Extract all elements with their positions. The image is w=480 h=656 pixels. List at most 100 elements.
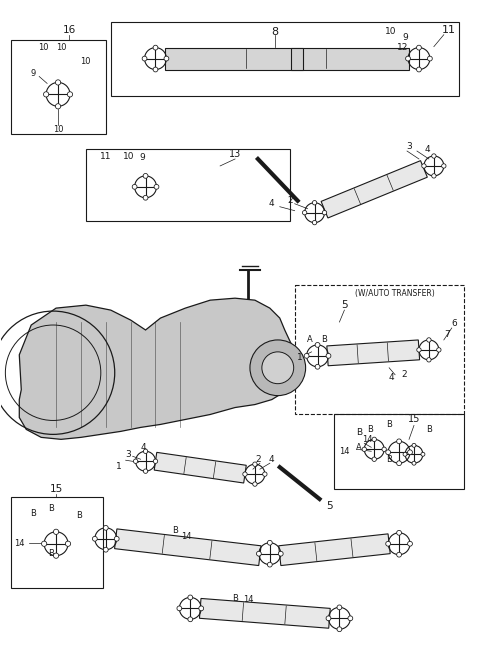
Circle shape [442, 164, 446, 168]
Circle shape [417, 67, 421, 72]
Text: B: B [426, 425, 432, 434]
Text: 14: 14 [181, 532, 192, 541]
Text: 3: 3 [406, 142, 412, 151]
Text: B: B [172, 526, 178, 535]
Text: 16: 16 [62, 25, 76, 35]
Text: 2: 2 [287, 196, 292, 205]
Bar [12, 39, 106, 134]
Text: 14: 14 [339, 447, 349, 456]
Text: (W/AUTO TRANSFER): (W/AUTO TRANSFER) [355, 289, 435, 298]
Circle shape [41, 541, 47, 546]
Text: 4: 4 [269, 455, 275, 464]
Circle shape [427, 358, 431, 362]
Circle shape [412, 461, 416, 465]
Text: 10: 10 [53, 125, 63, 134]
Circle shape [421, 452, 425, 456]
Polygon shape [166, 48, 409, 70]
Circle shape [53, 553, 59, 558]
Text: 14: 14 [14, 539, 24, 548]
Text: 5: 5 [326, 501, 333, 511]
Text: 5: 5 [341, 300, 348, 310]
Circle shape [382, 447, 386, 451]
Circle shape [55, 80, 60, 85]
Circle shape [188, 595, 192, 600]
Circle shape [93, 537, 97, 541]
Text: B: B [48, 549, 54, 558]
Text: 4: 4 [388, 373, 394, 382]
Text: 9: 9 [140, 154, 145, 163]
Text: 15: 15 [49, 484, 63, 494]
Polygon shape [200, 598, 330, 628]
Circle shape [432, 154, 436, 158]
Circle shape [199, 606, 204, 611]
Circle shape [267, 562, 272, 567]
Text: 10: 10 [56, 43, 66, 52]
Text: 1: 1 [116, 462, 121, 471]
Text: B: B [76, 512, 82, 520]
Circle shape [253, 482, 257, 486]
Circle shape [315, 342, 320, 347]
Bar [335, 415, 464, 489]
Text: B: B [356, 428, 362, 437]
Circle shape [164, 56, 169, 61]
Polygon shape [321, 161, 427, 218]
Text: 4: 4 [269, 199, 275, 208]
Text: 10: 10 [38, 43, 48, 52]
Circle shape [153, 67, 158, 72]
Circle shape [372, 437, 376, 441]
Text: 11: 11 [100, 152, 111, 161]
Text: 10: 10 [123, 152, 134, 161]
Circle shape [143, 195, 148, 200]
Text: 9: 9 [31, 69, 36, 78]
Circle shape [408, 450, 412, 455]
Circle shape [132, 184, 137, 189]
Circle shape [326, 354, 331, 358]
Text: 3: 3 [126, 450, 132, 459]
Text: 4: 4 [424, 144, 430, 154]
Text: A: A [357, 443, 362, 452]
Polygon shape [115, 529, 261, 565]
Circle shape [142, 56, 147, 61]
Circle shape [67, 92, 72, 97]
Circle shape [103, 547, 108, 552]
Text: 1: 1 [297, 354, 302, 362]
Text: 12: 12 [397, 43, 409, 52]
Polygon shape [19, 298, 298, 440]
Text: 8: 8 [271, 27, 278, 37]
Circle shape [312, 201, 317, 205]
Text: B: B [367, 425, 373, 434]
Text: 7: 7 [444, 331, 450, 339]
Circle shape [323, 211, 327, 215]
Polygon shape [327, 340, 420, 366]
Circle shape [243, 472, 247, 476]
Circle shape [432, 174, 436, 178]
Circle shape [250, 340, 306, 396]
Circle shape [417, 45, 421, 50]
Circle shape [337, 605, 342, 610]
Circle shape [253, 462, 257, 466]
Circle shape [133, 459, 138, 463]
Text: 13: 13 [229, 149, 241, 159]
Circle shape [396, 439, 401, 443]
Text: 4: 4 [141, 443, 146, 452]
Text: A: A [307, 335, 312, 344]
Circle shape [304, 354, 309, 358]
Bar [295, 285, 464, 415]
Circle shape [315, 364, 320, 369]
Bar [86, 149, 290, 220]
Bar [291, 48, 302, 70]
Circle shape [417, 348, 421, 352]
Circle shape [256, 551, 261, 556]
Circle shape [144, 469, 148, 474]
Text: B: B [30, 510, 36, 518]
Circle shape [44, 92, 49, 97]
Text: B: B [386, 420, 392, 429]
Circle shape [302, 211, 307, 215]
Text: 2: 2 [401, 370, 407, 379]
Text: 14: 14 [362, 435, 372, 444]
Text: 15: 15 [408, 415, 420, 424]
Circle shape [396, 552, 401, 557]
Circle shape [396, 531, 401, 535]
Circle shape [427, 338, 431, 342]
Text: 10: 10 [80, 57, 90, 66]
